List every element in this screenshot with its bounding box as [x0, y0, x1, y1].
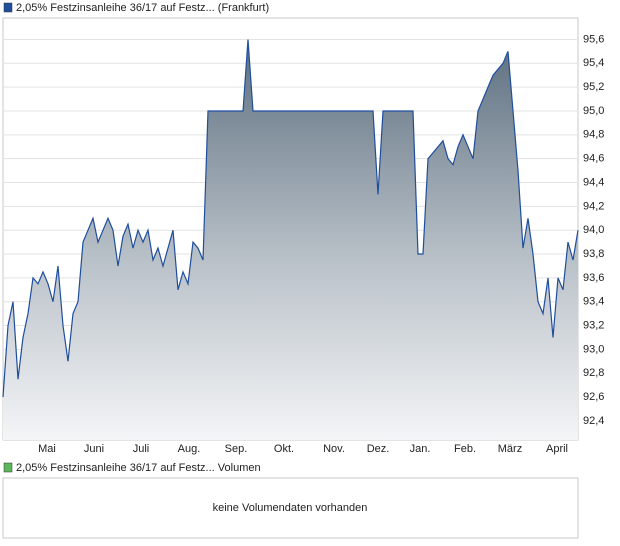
x-tick-label: März — [498, 443, 522, 455]
y-tick-label: 95,2 — [583, 81, 604, 93]
legend-swatch — [3, 2, 13, 13]
volume-legend-label: 2,05% Festzinsanleihe 36/17 auf Festz...… — [16, 462, 261, 474]
volume-message: keine Volumendaten vorhanden — [213, 502, 368, 514]
x-tick-label: Aug. — [178, 443, 201, 455]
y-tick-label: 93,8 — [583, 248, 604, 260]
y-tick-label: 95,6 — [583, 33, 604, 45]
x-tick-label: Juli — [133, 443, 150, 455]
volume-frame — [2, 477, 579, 539]
x-tick-label: Okt. — [274, 443, 294, 455]
y-tick-label: 94,0 — [583, 224, 604, 236]
x-tick-label: Nov. — [323, 443, 345, 455]
y-tick-label: 94,2 — [583, 200, 604, 212]
x-tick-label: Sep. — [225, 443, 248, 455]
x-tick-label: Jan. — [410, 443, 431, 455]
y-tick-label: 95,4 — [583, 57, 604, 69]
y-tick-label: 93,0 — [583, 343, 604, 355]
x-tick-label: Dez. — [367, 443, 390, 455]
legend-label: 2,05% Festzinsanleihe 36/17 auf Festz...… — [16, 2, 269, 14]
x-tick-label: Mai — [38, 443, 56, 455]
x-tick-label: April — [546, 443, 568, 455]
line — [2, 39, 579, 398]
x-tick-label: Juni — [84, 443, 104, 455]
y-tick-label: 94,6 — [583, 153, 604, 165]
y-tick-label: 94,8 — [583, 129, 604, 141]
y-tick-label: 92,8 — [583, 367, 604, 379]
y-tick-label: 92,4 — [583, 415, 604, 427]
y-tick-label: 93,6 — [583, 272, 604, 284]
x-tick-label: Feb. — [454, 443, 476, 455]
y-tick-label: 92,6 — [583, 391, 604, 403]
volume-legend-swatch — [3, 462, 13, 473]
y-tick-label: 95,0 — [583, 105, 604, 117]
y-tick-label: 94,4 — [583, 176, 604, 188]
area — [3, 39, 578, 440]
y-tick-label: 93,2 — [583, 319, 604, 331]
y-tick-label: 93,4 — [583, 296, 604, 308]
